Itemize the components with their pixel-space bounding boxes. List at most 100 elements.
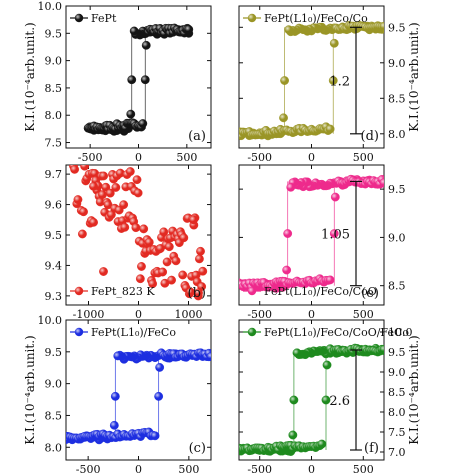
y-tick-label: 9.7: [45, 168, 63, 181]
data-point: [78, 229, 87, 239]
data-point: [325, 275, 335, 285]
y-tick-label: 9.3: [45, 290, 63, 303]
y-tick-label: 9.5: [45, 27, 63, 40]
data-point: [284, 25, 294, 35]
data-point: [137, 262, 146, 271]
data-point: [73, 195, 83, 204]
data-point: [282, 265, 292, 275]
data-point: [171, 256, 181, 266]
x-tick-label: 500: [178, 463, 199, 474]
x-tick-label: 500: [176, 151, 197, 164]
y-tick-label: 10.0: [38, 314, 63, 327]
x-tick-label: 0: [308, 308, 315, 321]
data-markers: [83, 23, 194, 136]
data-point: [127, 75, 137, 85]
y-tick-label: 9.4: [45, 259, 63, 272]
data-point: [379, 344, 384, 354]
data-point: [195, 254, 204, 264]
y-tick-label: 8.5: [45, 409, 63, 422]
x-tick-label: 500: [353, 463, 374, 474]
panel-b: -1000 0 1000 9.3 9.4 9.5 9.6 9.7 FePt_823 K (b): [45, 164, 212, 321]
data-point: [141, 40, 151, 50]
y-tick-label: 9.0: [388, 231, 406, 244]
x-tick-label: -500: [247, 308, 272, 321]
data-point: [279, 113, 288, 123]
x-tick-label: -1000: [73, 308, 105, 321]
y-tick-label: 8.5: [388, 92, 406, 105]
y-tick-label: 8.0: [45, 109, 63, 122]
y-tick-label: 8.5: [388, 386, 406, 399]
data-point: [119, 200, 129, 210]
data-markers: [239, 20, 384, 141]
y-tick-label: 9.0: [45, 55, 63, 68]
data-point: [144, 237, 154, 247]
data-point: [189, 215, 198, 225]
height-annotation: 2.6: [329, 394, 350, 409]
data-point: [196, 246, 205, 256]
data-point: [329, 38, 339, 48]
x-tick-label: -500: [247, 151, 272, 164]
y-tick-label: 7.0: [388, 446, 406, 459]
data-point: [317, 439, 327, 449]
y-axis-label: K.I.(10⁻⁴arb.unit.): [407, 22, 421, 131]
data-markers: [69, 165, 208, 301]
data-point: [379, 21, 384, 31]
y-tick-label: 8.0: [45, 441, 63, 454]
x-tick-label: 0: [135, 463, 142, 474]
data-point: [283, 229, 293, 238]
x-tick-label: 500: [353, 151, 374, 164]
legend-label: FePt(L1₀)/FeCo/CoO/FeCo: [264, 326, 409, 339]
data-point: [79, 207, 88, 217]
panel-e: -500 0 500 8.5 9.0 9.5 FePt(L1₀)/FeCo/CoO(e) 1.…: [238, 164, 406, 321]
data-point: [125, 167, 135, 176]
data-point: [162, 257, 172, 267]
x-tick-label: -500: [247, 463, 272, 474]
x-tick-label: 500: [353, 308, 374, 321]
data-markers: [239, 343, 384, 456]
y-tick-label: 9.0: [388, 57, 406, 70]
data-point: [89, 217, 98, 227]
data-point: [126, 109, 136, 119]
legend-label: FePt_823 K: [91, 285, 155, 298]
data-point: [154, 391, 164, 401]
data-point: [158, 267, 168, 277]
data-point: [292, 348, 302, 358]
data-point: [198, 266, 208, 276]
data-point: [120, 222, 130, 232]
y-tick-label: 10.0: [38, 0, 63, 13]
y-tick-label: 9.5: [388, 346, 406, 359]
y-tick-label: 9.5: [45, 229, 63, 242]
legend-marker: [74, 286, 84, 296]
data-point: [325, 124, 335, 134]
y-tick-label: 7.5: [388, 426, 406, 439]
plot-frame: [65, 164, 212, 306]
data-point: [140, 75, 150, 85]
y-tick-label: 9.0: [388, 366, 406, 379]
data-point: [164, 242, 174, 252]
panel-label: (c): [189, 441, 206, 456]
height-annotation: 1.2: [329, 75, 350, 90]
data-point: [129, 26, 139, 36]
legend-label: FePt(L1₀)/FeCo/Co: [264, 12, 368, 25]
data-point: [109, 420, 119, 430]
data-point: [321, 395, 331, 405]
x-tick-label: 1000: [175, 308, 203, 321]
legend-label: FePt(L1₀)/FeCo: [91, 326, 176, 339]
data-point: [286, 182, 296, 192]
legend-marker: [247, 13, 257, 23]
y-tick-label: 8.5: [45, 82, 63, 95]
data-point: [98, 190, 107, 200]
data-point: [111, 183, 121, 192]
y-tick-label: 8.0: [388, 128, 406, 141]
data-markers: [239, 174, 384, 293]
x-tick-label: 0: [135, 308, 142, 321]
data-point: [105, 188, 115, 198]
data-point: [329, 229, 339, 238]
y-axis-label: K.I.(10⁻⁴arb.unit.): [407, 335, 421, 444]
plot-frame: [238, 319, 385, 461]
data-point: [139, 224, 149, 234]
x-tick-label: 0: [308, 151, 315, 164]
data-point: [184, 25, 194, 34]
data-point: [379, 178, 384, 188]
data-point: [328, 76, 338, 85]
